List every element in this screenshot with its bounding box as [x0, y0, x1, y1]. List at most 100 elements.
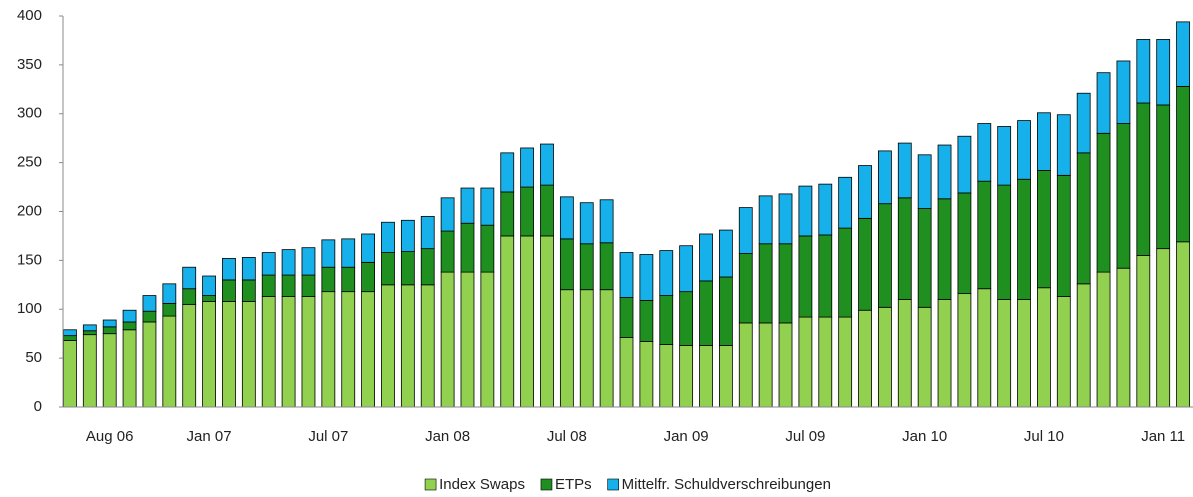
- bar-segment: [182, 266, 197, 290]
- bar-segment: [281, 296, 296, 408]
- bar-segment: [718, 229, 733, 278]
- bar-segment: [241, 301, 256, 408]
- bar-segment: [341, 291, 356, 408]
- bar-segment: [381, 252, 395, 286]
- bar-segment: [341, 238, 356, 268]
- bar-segment: [917, 306, 932, 408]
- bar-segment: [818, 316, 833, 408]
- bar-segment: [659, 250, 674, 296]
- bar-segment: [222, 301, 236, 408]
- bar-segment: [977, 123, 992, 182]
- bar-segment: [440, 271, 455, 408]
- bar-segment: [957, 135, 972, 194]
- bar-segment: [858, 217, 872, 311]
- bar-segment: [520, 186, 535, 237]
- bar-segment: [579, 202, 594, 245]
- bar-segment: [579, 289, 594, 408]
- bar-segment: [102, 326, 117, 335]
- bar-segment: [937, 144, 952, 200]
- bar-segment: [540, 143, 554, 186]
- bar-segment: [500, 191, 515, 237]
- bar-segment: [818, 183, 833, 236]
- y-tick-label: 350: [17, 56, 42, 73]
- bar-segment: [579, 243, 594, 291]
- bar-segment: [1096, 132, 1111, 273]
- bar-segment: [420, 215, 435, 250]
- bar-segment: [997, 299, 1012, 408]
- bar-segment: [1176, 21, 1190, 87]
- bar-segment: [639, 341, 654, 408]
- bar-segment: [480, 187, 495, 226]
- x-tick-label: Jan 08: [425, 428, 470, 445]
- bar-segment: [1176, 241, 1190, 408]
- bar-segment: [361, 291, 375, 408]
- bar-segment: [1056, 174, 1071, 297]
- bar-segment: [1156, 104, 1171, 250]
- bar-segment: [659, 344, 674, 408]
- bar-segment: [937, 198, 952, 300]
- bar-segment: [758, 243, 773, 324]
- bar-segment: [559, 238, 574, 291]
- bar-segment: [381, 221, 395, 253]
- bar-segment: [619, 337, 634, 408]
- bar-segment: [718, 345, 733, 408]
- y-tick-label: 100: [17, 300, 42, 317]
- bar-segment: [778, 193, 793, 245]
- bar-segment: [202, 275, 216, 296]
- bar-segment: [460, 187, 475, 224]
- bar-segment: [659, 295, 674, 345]
- bar-segment: [222, 258, 236, 281]
- bar-segment: [281, 249, 296, 276]
- bar-segment: [1096, 72, 1111, 134]
- bar-segment: [1017, 178, 1031, 300]
- bar-segment: [977, 180, 992, 290]
- bar-segment: [699, 280, 713, 346]
- y-tick-label: 150: [17, 251, 42, 268]
- bar-segment: [1156, 248, 1171, 408]
- bar-segment: [1056, 114, 1071, 176]
- bar-segment: [520, 147, 535, 188]
- bar-segment: [82, 330, 97, 336]
- bar-segment: [1037, 112, 1051, 171]
- x-tick-label: Jan 10: [902, 428, 947, 445]
- bar-segment: [63, 340, 77, 408]
- bar-segment: [718, 276, 733, 346]
- bar-segment: [997, 126, 1012, 186]
- bar-segment: [699, 233, 713, 282]
- bar-segment: [778, 243, 793, 324]
- bar-segment: [758, 195, 773, 245]
- bar-segment: [1017, 299, 1031, 408]
- bar-segment: [878, 306, 892, 408]
- bar-segment: [63, 335, 77, 341]
- bar-segment: [361, 233, 375, 263]
- bar-segment: [1096, 271, 1111, 408]
- bar-segment: [540, 235, 554, 408]
- bar-segment: [1136, 255, 1151, 408]
- bar-segment: [381, 284, 395, 408]
- bar-segment: [917, 154, 932, 209]
- bar-segment: [679, 345, 694, 408]
- bar-segment: [1156, 39, 1171, 106]
- bar-segment: [202, 301, 216, 408]
- bar-segment: [1136, 102, 1151, 256]
- y-tick-label: 400: [17, 7, 42, 24]
- legend-label: Index Swaps: [439, 476, 525, 493]
- bar-segment: [321, 239, 336, 268]
- y-tick-label: 50: [25, 349, 42, 366]
- bar-segment: [63, 329, 77, 337]
- bar-segment: [838, 176, 853, 229]
- bar-segment: [261, 296, 276, 408]
- bar-segment: [1116, 267, 1131, 408]
- bar-segment: [997, 184, 1012, 300]
- bar-segment: [420, 284, 435, 408]
- bar-segment: [400, 251, 415, 286]
- bar-segment: [142, 295, 157, 312]
- bar-segment: [261, 252, 276, 276]
- bar-segment: [440, 197, 455, 232]
- bar-segment: [599, 289, 614, 408]
- bar-segment: [619, 252, 634, 298]
- bar-segment: [798, 235, 813, 318]
- x-tick-label: Jan 09: [664, 428, 709, 445]
- bar-segment: [798, 185, 813, 237]
- bar-segment: [977, 288, 992, 408]
